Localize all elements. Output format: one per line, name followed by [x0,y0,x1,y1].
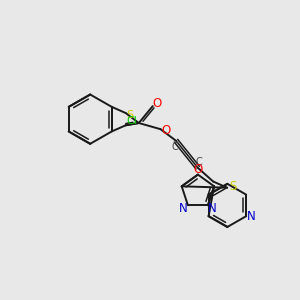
Text: Cl: Cl [126,116,137,126]
Text: N: N [207,202,216,215]
Text: O: O [161,124,171,137]
Text: O: O [152,97,161,110]
Text: O: O [193,163,203,176]
Text: S: S [229,180,236,194]
Text: S: S [126,110,133,119]
Text: C: C [196,157,202,166]
Text: N: N [247,210,256,223]
Text: C: C [171,142,178,152]
Text: N: N [179,202,188,215]
